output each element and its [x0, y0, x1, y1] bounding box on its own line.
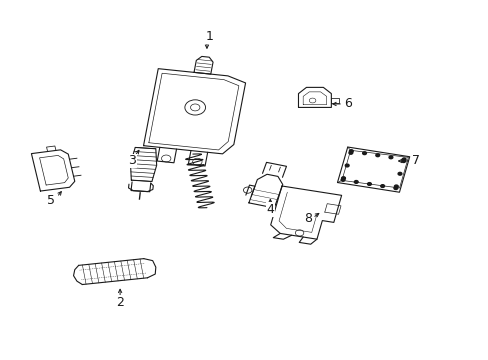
Text: 3: 3: [128, 154, 136, 167]
Circle shape: [380, 185, 384, 188]
Circle shape: [341, 177, 345, 180]
Text: 4: 4: [266, 203, 274, 216]
Circle shape: [348, 152, 352, 154]
Circle shape: [388, 156, 392, 159]
Circle shape: [367, 183, 370, 185]
Text: 7: 7: [411, 154, 419, 167]
Text: 6: 6: [343, 98, 351, 111]
Circle shape: [341, 179, 344, 181]
Circle shape: [402, 158, 405, 161]
Text: 8: 8: [303, 212, 311, 225]
Text: 2: 2: [116, 296, 124, 309]
Circle shape: [362, 152, 366, 154]
Circle shape: [397, 172, 401, 175]
Text: 5: 5: [47, 194, 55, 207]
Circle shape: [349, 150, 352, 153]
Circle shape: [375, 154, 379, 157]
Text: 1: 1: [205, 30, 213, 43]
Circle shape: [394, 185, 397, 188]
Circle shape: [401, 160, 405, 162]
Circle shape: [354, 181, 357, 183]
Circle shape: [393, 187, 397, 189]
Circle shape: [345, 164, 348, 167]
